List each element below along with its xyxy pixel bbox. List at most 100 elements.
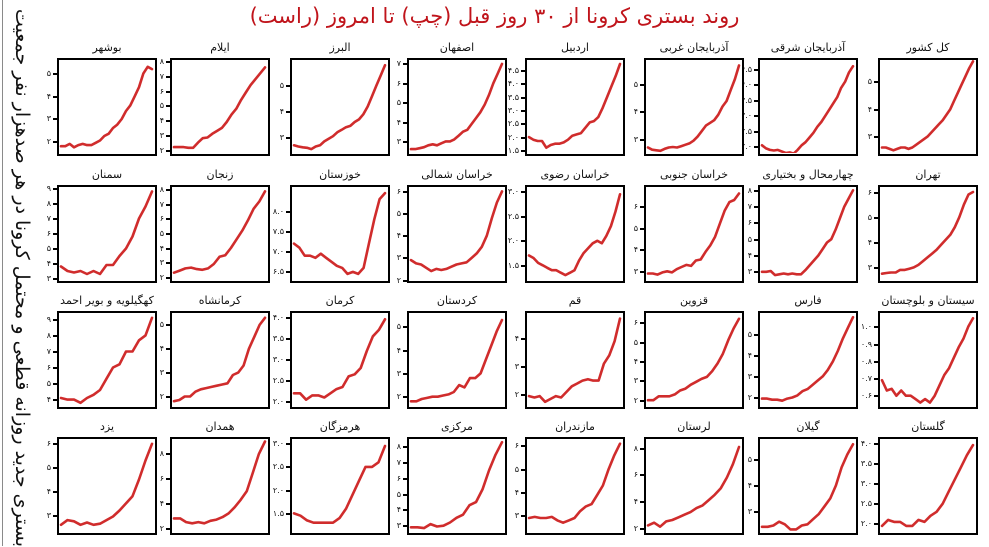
y-tick-mark bbox=[521, 136, 525, 139]
y-tick-mark bbox=[166, 502, 170, 505]
y-tick-label: ۳ bbox=[46, 510, 51, 520]
y-tick-mark bbox=[53, 443, 57, 446]
panel-title: بوشهر bbox=[92, 41, 122, 54]
y-tick-label: ۷ bbox=[747, 202, 752, 212]
y-tick-label: ۴.۰ bbox=[507, 79, 519, 89]
y-tick-mark bbox=[754, 485, 758, 487]
y-tick-label: ۷ bbox=[46, 346, 51, 356]
panel-plot bbox=[407, 437, 507, 535]
y-tick-mark bbox=[166, 372, 170, 375]
y-tick-mark bbox=[874, 81, 878, 84]
y-tick-label: ۵ bbox=[159, 229, 164, 238]
panel-plot bbox=[57, 185, 157, 283]
panel-plot bbox=[57, 311, 157, 409]
y-tick-label: ۶ bbox=[867, 187, 872, 197]
y-tick-label: ۶ bbox=[46, 439, 51, 449]
y-tick-mark bbox=[53, 203, 57, 205]
y-tick-label: ۱.۵ bbox=[507, 260, 519, 270]
y-tick-mark bbox=[521, 394, 525, 397]
y-tick-mark bbox=[403, 446, 407, 449]
y-tick-mark bbox=[403, 372, 407, 375]
y-tick-label: ۵ bbox=[867, 212, 872, 222]
y-tick-label: ۲.۰ bbox=[507, 236, 519, 246]
y-tick-label: ۴ bbox=[396, 345, 401, 355]
y-tick-label: ۸ bbox=[159, 56, 164, 66]
y-tick-mark bbox=[754, 397, 758, 400]
panel-title: خوزستان bbox=[319, 168, 361, 181]
y-tick-label: ۳ bbox=[867, 262, 872, 272]
y-tick-mark bbox=[754, 130, 758, 133]
y-tick-mark bbox=[166, 149, 170, 152]
panel-plot bbox=[644, 58, 744, 156]
y-tick-label: ۱.۵ bbox=[507, 145, 519, 155]
y-tick-label: ۲ bbox=[747, 393, 752, 403]
y-tick-mark bbox=[874, 462, 878, 465]
panel-title: فارس bbox=[794, 294, 822, 307]
y-tick-mark bbox=[874, 523, 878, 526]
y-tick-mark bbox=[166, 75, 170, 78]
y-tick-label: ۳ bbox=[747, 506, 752, 516]
panel-title: گلستان bbox=[911, 420, 945, 433]
y-tick-label: ۴ bbox=[747, 350, 752, 360]
y-tick-mark bbox=[286, 337, 290, 340]
y-tick-mark bbox=[874, 266, 878, 269]
y-tick-label: ۵ bbox=[514, 464, 519, 474]
y-tick-label: ۷ bbox=[46, 214, 51, 223]
y-tick-label: ۳ bbox=[867, 132, 872, 142]
y-tick-label: ۵ bbox=[747, 329, 752, 339]
y-tick-mark bbox=[754, 375, 758, 378]
trend-line bbox=[527, 62, 622, 149]
trend-line bbox=[59, 65, 154, 149]
y-tick-mark bbox=[403, 462, 407, 465]
y-tick-label: ۴ bbox=[633, 107, 638, 117]
y-tick-mark bbox=[640, 399, 644, 402]
y-tick-label: ۰.۶ bbox=[860, 391, 872, 401]
y-tick-label: ۲.۰ bbox=[507, 132, 519, 142]
panel-plot bbox=[878, 437, 978, 535]
y-tick-label: ۲.۰ bbox=[272, 397, 284, 407]
panel-plot bbox=[644, 437, 744, 535]
y-tick-mark bbox=[874, 503, 878, 506]
y-tick-label: ۲ bbox=[159, 272, 164, 282]
y-tick-label: ۵ bbox=[396, 209, 401, 219]
y-tick-mark bbox=[403, 509, 407, 512]
y-tick-mark bbox=[521, 70, 525, 73]
y-tick-label: ۲ bbox=[159, 391, 164, 401]
trend-line bbox=[172, 190, 267, 274]
y-tick-label: ۴ bbox=[867, 237, 872, 247]
y-tick-label: ۲ bbox=[396, 275, 401, 285]
y-tick-label: ۴ bbox=[633, 496, 638, 506]
y-tick-label: ۳ bbox=[747, 267, 752, 277]
y-tick-mark bbox=[53, 514, 57, 517]
y-tick-mark bbox=[53, 278, 57, 280]
y-tick-label: ۵ bbox=[396, 322, 401, 332]
y-tick-label: ۶ bbox=[747, 218, 752, 228]
y-tick-mark bbox=[754, 206, 758, 209]
y-tick-label: ۴ bbox=[159, 116, 164, 126]
panel-title: اردبیل bbox=[561, 41, 589, 54]
y-tick-label: ۸ bbox=[159, 449, 164, 459]
panel-title: مازندران bbox=[555, 420, 595, 433]
trend-line bbox=[880, 443, 975, 528]
y-tick-mark bbox=[403, 190, 407, 193]
panel-plot bbox=[407, 58, 507, 156]
y-tick-label: ۲ bbox=[46, 137, 51, 147]
y-tick-label: ۹ bbox=[46, 314, 51, 324]
y-tick-label: ۷.۰ bbox=[272, 247, 284, 257]
y-tick-mark bbox=[166, 348, 170, 351]
y-tick-mark bbox=[640, 447, 644, 450]
y-tick-mark bbox=[286, 85, 290, 88]
panel-plot bbox=[290, 185, 390, 283]
y-tick-label: ۳ bbox=[46, 114, 51, 124]
panel-plot bbox=[758, 437, 858, 535]
y-tick-label: ۳.۵ bbox=[860, 458, 872, 468]
y-tick-label: ۰.۹ bbox=[860, 339, 872, 349]
y-tick-mark bbox=[521, 515, 525, 518]
y-tick-label: ۳ bbox=[396, 253, 401, 263]
y-tick-mark bbox=[403, 279, 407, 282]
panel-plot bbox=[758, 185, 858, 283]
y-tick-mark bbox=[403, 140, 407, 143]
panel-plot bbox=[878, 311, 978, 409]
trend-line bbox=[59, 442, 154, 527]
y-tick-label: ۶ bbox=[159, 474, 164, 484]
